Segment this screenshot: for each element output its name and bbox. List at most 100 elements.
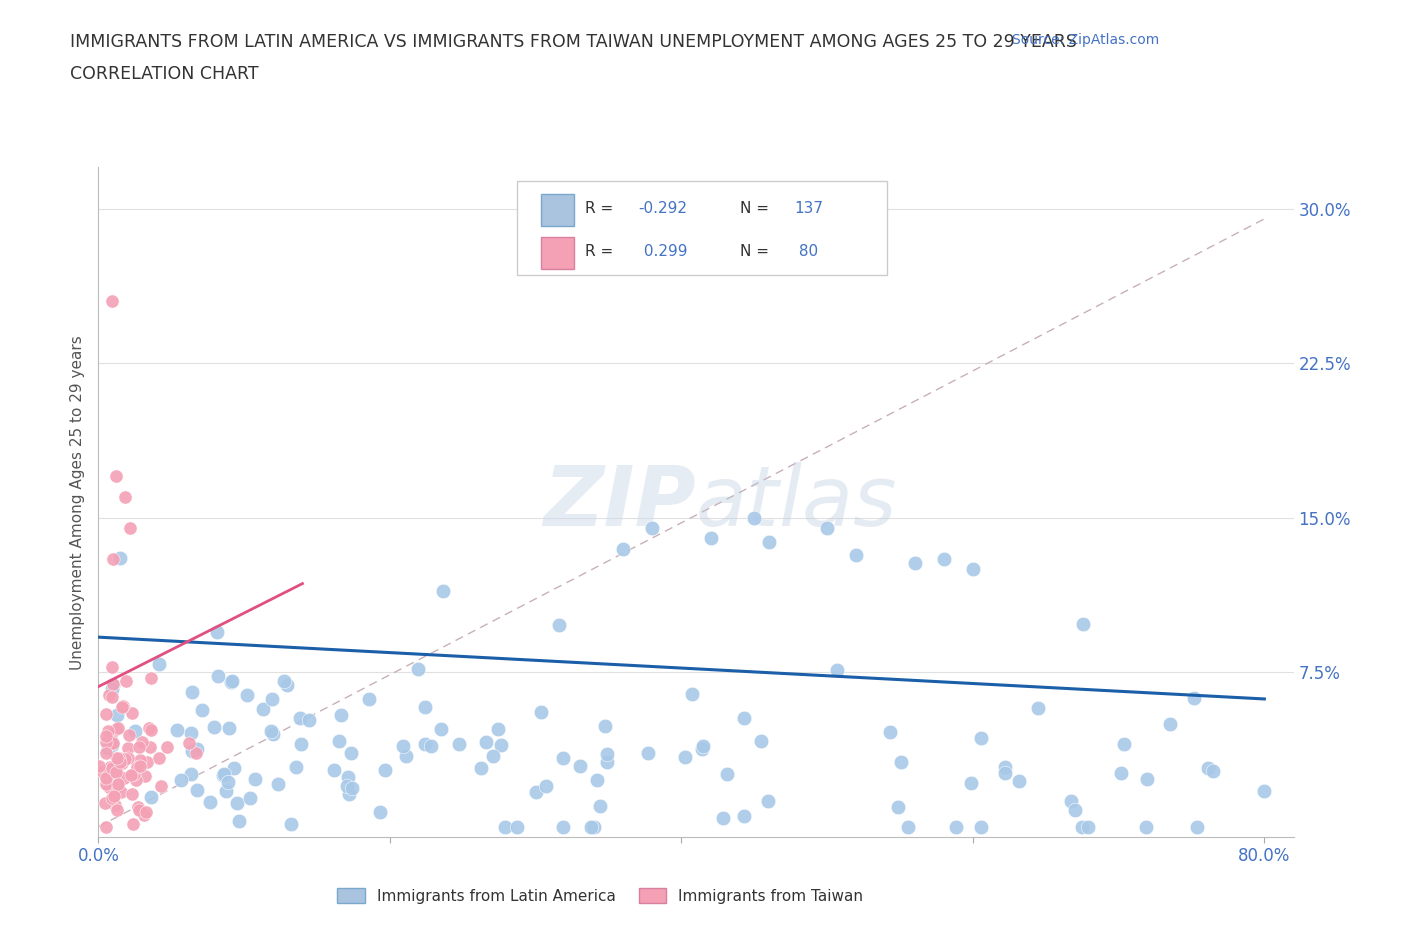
Point <box>141 790 163 804</box>
Point <box>117 741 139 756</box>
Point <box>340 746 363 761</box>
Point <box>111 700 134 715</box>
Point <box>108 755 131 770</box>
Point <box>166 722 188 737</box>
Point <box>252 701 274 716</box>
Point <box>970 819 993 834</box>
Legend: Immigrants from Latin America, Immigrants from Taiwan: Immigrants from Latin America, Immigrant… <box>332 882 869 910</box>
Point <box>733 809 755 824</box>
Point <box>1008 774 1031 789</box>
Point <box>328 734 350 749</box>
Point <box>716 767 738 782</box>
Point <box>121 787 143 802</box>
Point <box>141 723 163 737</box>
Point <box>1026 700 1049 715</box>
Point <box>887 800 910 815</box>
Point <box>1185 819 1208 834</box>
Point <box>101 682 124 697</box>
Point <box>115 673 138 688</box>
Point <box>589 799 612 814</box>
Point <box>91 765 114 780</box>
Point <box>524 784 547 799</box>
Point <box>215 784 238 799</box>
Point <box>637 746 659 761</box>
Point <box>94 746 117 761</box>
Point <box>139 671 162 686</box>
Point <box>290 737 312 751</box>
Text: 137: 137 <box>794 202 823 217</box>
Point <box>569 759 592 774</box>
Point <box>104 469 127 484</box>
Point <box>98 774 121 789</box>
Point <box>105 765 128 780</box>
Y-axis label: Unemployment Among Ages 25 to 29 years: Unemployment Among Ages 25 to 29 years <box>69 335 84 670</box>
Point <box>749 733 772 748</box>
Point <box>395 749 418 764</box>
Point <box>212 767 235 782</box>
Point <box>413 699 436 714</box>
Point <box>122 766 145 781</box>
Point <box>122 817 145 831</box>
Text: CORRELATION CHART: CORRELATION CHART <box>70 65 259 83</box>
Point <box>733 711 755 725</box>
Point <box>221 673 243 688</box>
Point <box>359 692 381 707</box>
Point <box>129 759 152 774</box>
Text: -0.292: -0.292 <box>638 202 688 217</box>
Point <box>94 707 117 722</box>
Point <box>280 817 302 831</box>
Point <box>276 677 298 692</box>
Point <box>582 819 605 834</box>
Point <box>692 738 714 753</box>
Point <box>228 814 250 829</box>
Text: ZIP: ZIP <box>543 461 696 543</box>
Point <box>641 521 664 536</box>
Point <box>105 722 128 737</box>
Text: IMMIGRANTS FROM LATIN AMERICA VS IMMIGRANTS FROM TAIWAN UNEMPLOYMENT AMONG AGES : IMMIGRANTS FROM LATIN AMERICA VS IMMIGRA… <box>70 33 1077 50</box>
Point <box>413 737 436 751</box>
Point <box>120 521 142 536</box>
Point <box>97 765 120 780</box>
Point <box>104 798 127 813</box>
Point <box>593 719 616 734</box>
Point <box>125 760 148 775</box>
Point <box>218 720 240 735</box>
Point <box>226 795 249 810</box>
Point <box>98 759 121 774</box>
Point <box>128 803 150 817</box>
Point <box>181 684 204 699</box>
Point <box>101 677 124 692</box>
Point <box>180 766 202 781</box>
Point <box>131 735 153 750</box>
Point <box>101 737 124 752</box>
FancyBboxPatch shape <box>540 237 574 269</box>
Point <box>97 724 120 738</box>
Point <box>612 541 634 556</box>
Point <box>392 738 415 753</box>
Point <box>994 759 1017 774</box>
Point <box>579 819 602 834</box>
Point <box>105 708 128 723</box>
Point <box>100 760 122 775</box>
Point <box>98 737 121 751</box>
Point <box>692 742 714 757</box>
Point <box>1064 803 1087 817</box>
Point <box>1197 761 1219 776</box>
Point <box>181 743 204 758</box>
Point <box>128 753 150 768</box>
Point <box>96 777 118 792</box>
Point <box>105 751 128 765</box>
Point <box>125 772 148 787</box>
Point <box>149 778 172 793</box>
Point <box>262 726 284 741</box>
Point <box>94 770 117 785</box>
Point <box>103 788 125 803</box>
Point <box>114 770 136 785</box>
Point <box>1135 819 1157 834</box>
Point <box>285 760 308 775</box>
Point <box>98 764 121 778</box>
Point <box>494 819 516 834</box>
Point <box>368 804 391 819</box>
Point <box>101 690 124 705</box>
Point <box>482 749 505 764</box>
